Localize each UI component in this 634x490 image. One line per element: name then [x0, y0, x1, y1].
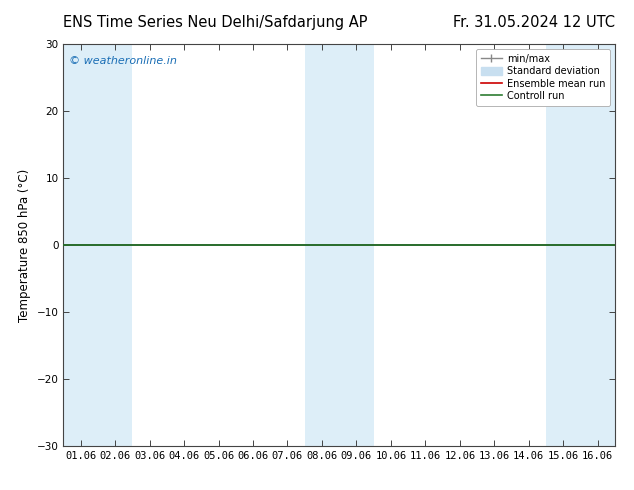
Bar	[339, 44, 373, 446]
Y-axis label: Temperature 850 hPa (°C): Temperature 850 hPa (°C)	[18, 169, 31, 321]
Bar	[63, 44, 98, 446]
Bar	[305, 44, 339, 446]
Text: © weatheronline.in: © weatheronline.in	[69, 56, 177, 66]
Bar	[98, 44, 133, 446]
Text: ENS Time Series Neu Delhi/Safdarjung AP: ENS Time Series Neu Delhi/Safdarjung AP	[63, 15, 368, 30]
Legend: min/max, Standard deviation, Ensemble mean run, Controll run: min/max, Standard deviation, Ensemble me…	[476, 49, 610, 106]
Bar	[581, 44, 615, 446]
Text: Fr. 31.05.2024 12 UTC: Fr. 31.05.2024 12 UTC	[453, 15, 615, 30]
Bar	[546, 44, 581, 446]
